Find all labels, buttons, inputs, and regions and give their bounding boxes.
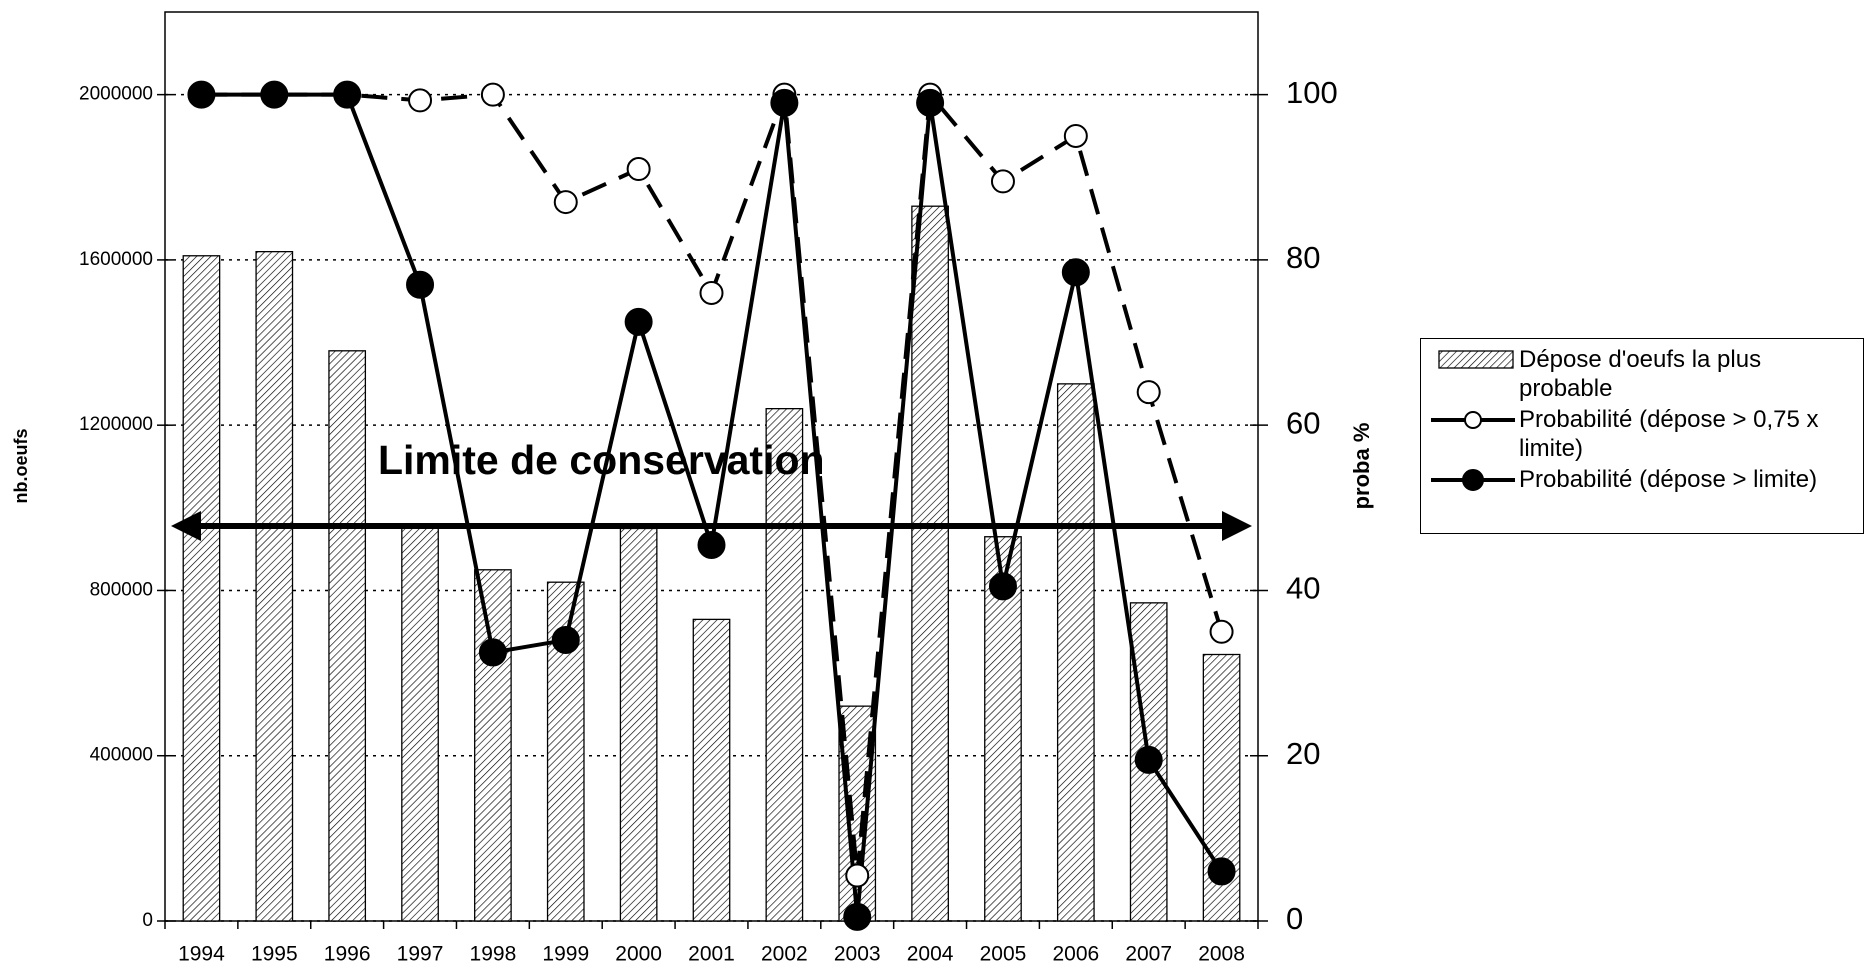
- bar: [1056, 383, 1095, 922]
- marker: [626, 157, 651, 182]
- y2-tick-label: 100: [1286, 75, 1338, 110]
- x-tick-label: 1994: [178, 943, 225, 966]
- x-tick-label: 1995: [251, 943, 298, 966]
- bar: [401, 523, 439, 922]
- marker: [260, 80, 289, 109]
- bar: [474, 569, 512, 922]
- legend-label: Probabilité (dépose > 0,75 x limite): [1519, 406, 1819, 462]
- bar: [619, 527, 658, 922]
- marker: [333, 80, 362, 109]
- x-tick-label: 2003: [834, 943, 881, 966]
- marker: [1136, 380, 1161, 405]
- marker: [845, 863, 870, 888]
- marker: [988, 572, 1017, 601]
- legend-item: Probabilité (dépose > 0,75 x limite): [1427, 405, 1857, 463]
- marker: [843, 902, 872, 931]
- x-tick-label: 1997: [397, 943, 444, 966]
- y-tick-label: 800000: [90, 579, 153, 600]
- bar: [255, 250, 294, 922]
- marker: [770, 88, 799, 117]
- marker: [406, 270, 435, 299]
- marker: [916, 88, 945, 117]
- legend-swatch: [1431, 411, 1515, 429]
- marker: [697, 531, 726, 560]
- legend-item: Dépose d'oeufs la plus probable: [1427, 345, 1857, 403]
- x-tick-label: 2002: [761, 943, 808, 966]
- bar: [182, 255, 221, 922]
- x-tick-label: 1996: [324, 943, 371, 966]
- y2-tick-label: 20: [1286, 736, 1320, 771]
- x-tick-label: 2007: [1125, 943, 1172, 966]
- x-tick-label: 1999: [542, 943, 589, 966]
- x-tick-label: 2008: [1198, 943, 1245, 966]
- bar: [765, 408, 804, 922]
- marker: [408, 88, 433, 113]
- bar: [692, 618, 731, 922]
- y2-tick-label: 0: [1286, 901, 1303, 936]
- y-tick-label: 1200000: [79, 414, 153, 435]
- annotation: Limite de conservation: [378, 437, 825, 483]
- marker: [699, 280, 724, 305]
- y2-tick-label: 40: [1286, 571, 1320, 606]
- y-tick-label: 2000000: [79, 84, 153, 105]
- marker: [553, 190, 578, 215]
- legend-label: Probabilité (dépose > limite): [1519, 466, 1818, 493]
- marker: [1134, 745, 1163, 774]
- legend-marker: [1464, 411, 1482, 429]
- marker: [1061, 258, 1090, 287]
- x-tick-label: 2005: [980, 943, 1027, 966]
- x-tick-label: 2006: [1052, 943, 1099, 966]
- y-tick-label: 400000: [90, 745, 153, 766]
- x-tick-label: 2004: [907, 943, 954, 966]
- marker: [1209, 619, 1234, 644]
- x-tick-label: 2001: [688, 943, 735, 966]
- marker: [1063, 123, 1088, 148]
- marker: [1207, 857, 1236, 886]
- marker: [478, 638, 507, 667]
- legend-label: Dépose d'oeufs la plus probable: [1519, 346, 1762, 402]
- marker: [551, 626, 580, 655]
- y2-tick-label: 60: [1286, 405, 1320, 440]
- y-tick-label: 1600000: [79, 249, 153, 270]
- y2-axis-label: proba %: [1349, 423, 1374, 510]
- legend: Dépose d'oeufs la plus probable Probabili…: [1420, 338, 1864, 534]
- legend-swatch: [1431, 469, 1515, 491]
- legend-swatch: [1438, 350, 1514, 369]
- marker: [187, 80, 216, 109]
- bar: [911, 205, 949, 922]
- marker: [990, 169, 1015, 194]
- bar: [328, 350, 367, 922]
- legend-bar: [1438, 350, 1514, 369]
- legend-marker: [1462, 469, 1484, 491]
- marker: [624, 307, 653, 336]
- y-axis-label: nb.oeufs: [11, 429, 31, 504]
- x-tick-label: 2000: [615, 943, 662, 966]
- y2-tick-label: 80: [1286, 240, 1320, 275]
- y-tick-label: 0: [142, 910, 153, 931]
- legend-item: Probabilité (dépose > limite): [1427, 465, 1857, 494]
- marker: [480, 82, 505, 107]
- x-tick-label: 1998: [470, 943, 517, 966]
